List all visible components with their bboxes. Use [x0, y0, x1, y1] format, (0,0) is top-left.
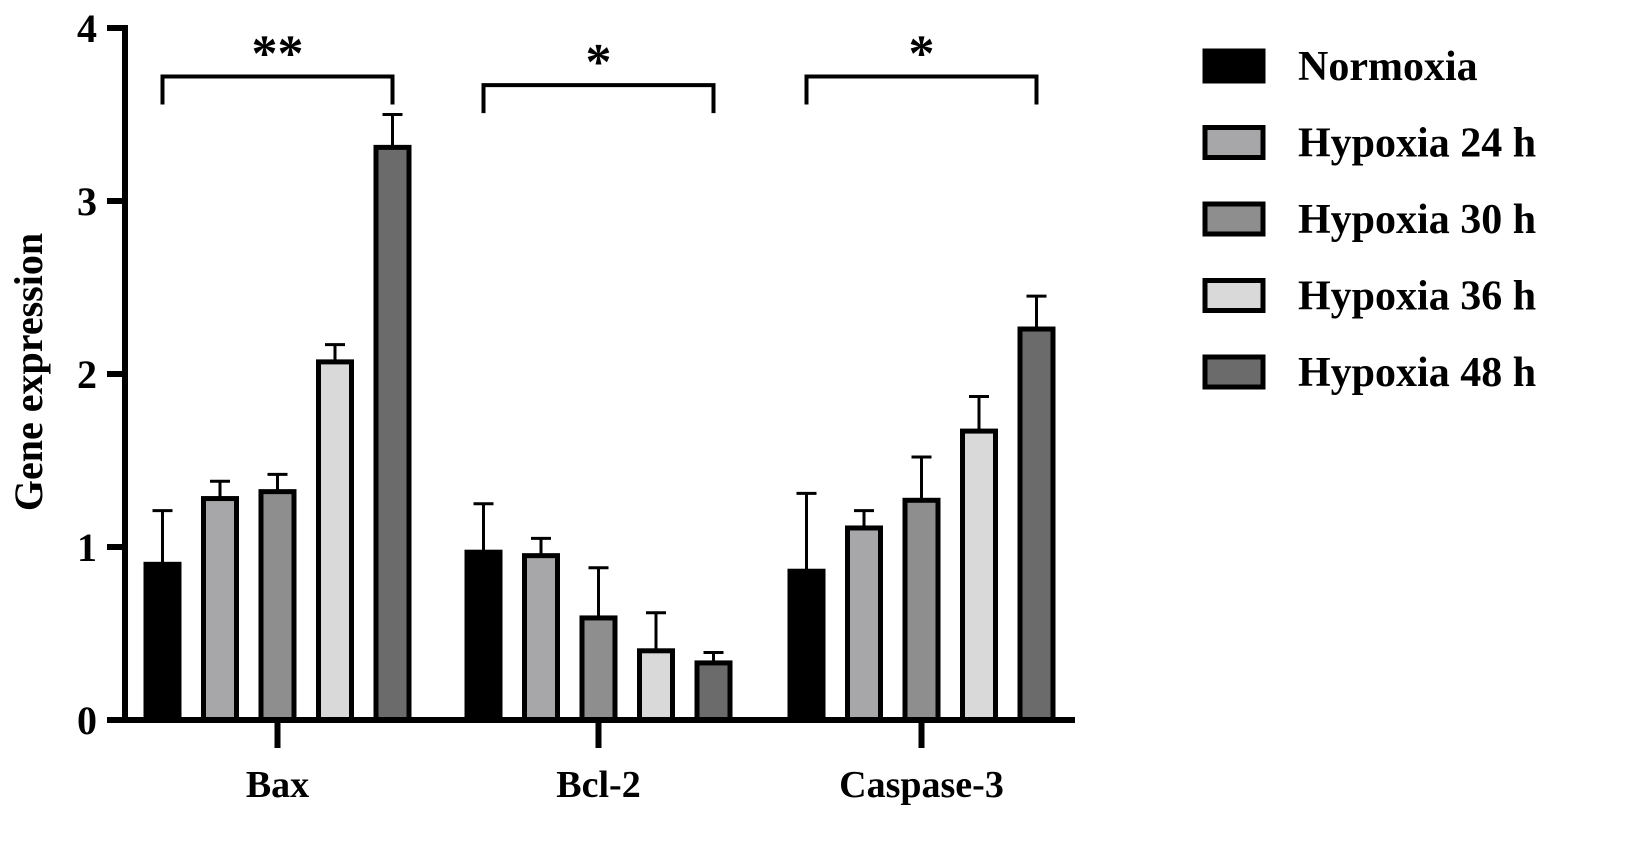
x-tick-label-bcl-2: Bcl-2: [556, 764, 640, 806]
y-tick-label-0: 0: [77, 698, 97, 743]
significance-bracket-bax: [160, 74, 395, 105]
legend-swatch-hypoxia-24-h: [1202, 125, 1266, 160]
error-bars-layer: [152, 113, 1047, 663]
legend-swatch-normoxia: [1202, 48, 1266, 84]
significance-label-bcl-2: *: [586, 34, 612, 91]
x-tick-label-caspase-3: Caspase-3: [839, 764, 1004, 806]
bar-bax-normoxia: [143, 561, 182, 723]
bar-bcl-2-hypoxia-24-h: [522, 553, 560, 723]
x-tick-label-bax: Bax: [246, 764, 309, 806]
legend-label-hypoxia-30-h: Hypoxia 30 h: [1298, 197, 1536, 243]
legend-label-normoxia: Normoxia: [1298, 44, 1478, 90]
bar-bcl-2-normoxia: [464, 549, 503, 723]
significance-label-bax: **: [252, 25, 304, 82]
legend-label-hypoxia-48-h: Hypoxia 48 h: [1298, 350, 1536, 396]
legend: Normoxia Hypoxia 24 h Hypoxia 30 h Hypoxia …: [1202, 44, 1536, 396]
y-tick-label-1: 1: [77, 525, 97, 570]
y-tick-label-3: 3: [77, 179, 97, 224]
bar-bcl-2-hypoxia-30-h: [579, 615, 618, 723]
significance-bracket-caspase-3: [804, 74, 1039, 105]
bar-caspase-3-hypoxia-36-h: [960, 428, 998, 723]
legend-label-hypoxia-24-h: Hypoxia 24 h: [1298, 121, 1536, 167]
bar-bax-hypoxia-36-h: [316, 359, 354, 723]
bar-bcl-2-hypoxia-48-h: [694, 660, 733, 723]
y-axis-title: Gene expression: [6, 233, 51, 511]
y-tick-label-4: 4: [77, 6, 97, 51]
legend-label-hypoxia-36-h: Hypoxia 36 h: [1298, 274, 1536, 320]
legend-swatch-hypoxia-48-h: [1202, 354, 1266, 390]
significance-label-caspase-3: *: [909, 25, 935, 82]
bar-bax-hypoxia-24-h: [201, 496, 239, 723]
bar-caspase-3-hypoxia-48-h: [1017, 326, 1056, 723]
bars-layer: [143, 144, 1056, 723]
axes-layer: 0 1 2 3 4 Bax Bcl-2 Caspase-3: [77, 6, 1075, 806]
significance-bracket-bcl-2: [481, 83, 716, 114]
significance-layer: ** * *: [160, 25, 1039, 114]
bar-bcl-2-hypoxia-36-h: [637, 648, 675, 723]
bar-caspase-3-normoxia: [787, 568, 826, 723]
bar-bax-hypoxia-48-h: [373, 144, 412, 723]
y-tick-label-2: 2: [77, 352, 97, 397]
bar-caspase-3-hypoxia-24-h: [845, 525, 883, 723]
bar-caspase-3-hypoxia-30-h: [902, 497, 941, 723]
legend-swatch-hypoxia-36-h: [1202, 278, 1266, 313]
bar-bax-hypoxia-30-h: [258, 489, 297, 723]
legend-swatch-hypoxia-30-h: [1202, 201, 1266, 237]
